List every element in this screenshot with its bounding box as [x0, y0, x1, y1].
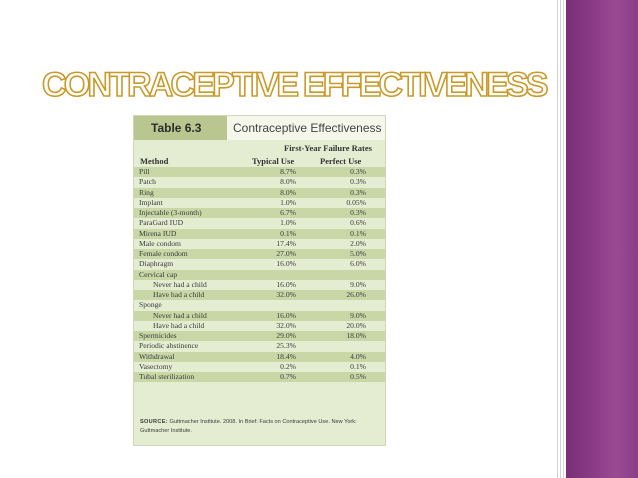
perfect-use-cell: 9.0% — [350, 310, 366, 320]
typical-use-cell: 0.7% — [280, 372, 296, 381]
typical-use-cell: 16.0% — [276, 259, 296, 269]
source-text: Guttmacher Institute. 2008. In Brief: Fa… — [140, 419, 357, 434]
contraceptive-table: Table 6.3 Contraceptive Effectiveness Fi… — [134, 116, 385, 445]
method-cell: Have had a child — [153, 320, 205, 330]
table-row: Have had a child 32.0% 26.0% — [134, 290, 385, 301]
failure-rates-header: First-Year Failure Rates — [284, 143, 372, 153]
table-row: Pill 8.7% 0.3% — [134, 167, 385, 178]
typical-use-cell: 0.2% — [280, 361, 296, 371]
table-row: ParaGard IUD 1.0% 0.6% — [134, 218, 385, 228]
slide-title-text: CONTRACEPTIVE EFFECTIVENESS — [42, 66, 552, 102]
method-cell: Withdrawal — [139, 351, 175, 361]
method-cell: Sponge — [139, 300, 162, 310]
perfect-use-cell: 0.5% — [350, 372, 366, 381]
perfect-use-cell: 0.1% — [350, 361, 366, 371]
perfect-use-cell: 9.0% — [350, 279, 366, 289]
table-row: Female condom 27.0% 5.0% — [134, 249, 385, 260]
perfect-use-cell: 5.0% — [350, 249, 366, 258]
perfect-use-cell: 20.0% — [346, 320, 366, 330]
table-row: Male condom 17.4% 2.0% — [134, 239, 385, 249]
typical-use-column-header: Typical Use — [252, 156, 295, 166]
typical-use-cell: 32.0% — [276, 320, 296, 330]
method-cell: Vasectomy — [139, 361, 173, 371]
table-row: Spermicides 29.0% 18.0% — [134, 331, 385, 342]
table-source: SOURCE: Guttmacher Institute. 2008. In B… — [140, 418, 380, 436]
perfect-use-cell: 18.0% — [346, 331, 366, 340]
method-column-header: Method — [140, 156, 169, 166]
typical-use-cell: 8.0% — [280, 187, 296, 197]
perfect-use-cell: 0.1% — [350, 228, 366, 238]
typical-use-cell: 16.0% — [276, 279, 296, 289]
decorative-stripes — [557, 0, 565, 478]
perfect-use-cell: 0.3% — [350, 208, 366, 217]
table-title: Contraceptive Effectiveness — [227, 116, 385, 140]
perfect-use-cell: 6.0% — [350, 259, 366, 269]
typical-use-cell: 25.3% — [276, 341, 296, 351]
table-number: Table 6.3 — [134, 116, 227, 140]
table-row: Cervical cap — [134, 269, 385, 280]
table-row: Periodic abstinence 25.3% — [134, 341, 385, 351]
table-row: Never had a child 16.0% 9.0% — [134, 280, 385, 290]
method-cell: Have had a child — [153, 290, 205, 299]
method-cell: Spermicides — [139, 331, 177, 340]
method-cell: Injectable (3-month) — [139, 208, 202, 217]
table-row: Implant 1.0% 0.05% — [134, 198, 385, 208]
typical-use-cell: 17.4% — [276, 238, 296, 248]
typical-use-cell: 8.0% — [280, 177, 296, 187]
method-cell: ParaGard IUD — [139, 218, 184, 228]
perfect-use-cell: 26.0% — [346, 290, 366, 299]
decorative-band — [566, 0, 638, 478]
typical-use-cell: 16.0% — [276, 310, 296, 320]
typical-use-cell: 1.0% — [280, 197, 296, 207]
method-cell: Female condom — [139, 249, 188, 258]
table-row: Patch 8.0% 0.3% — [134, 177, 385, 187]
perfect-use-cell: 0.3% — [350, 177, 366, 187]
table-row: Sponge — [134, 300, 385, 310]
typical-use-cell: 27.0% — [276, 249, 296, 258]
perfect-use-cell: 0.6% — [350, 218, 366, 228]
table-row: Have had a child 32.0% 20.0% — [134, 321, 385, 331]
perfect-use-cell: 0.3% — [350, 167, 366, 176]
typical-use-cell: 1.0% — [280, 218, 296, 228]
method-cell: Male condom — [139, 238, 181, 248]
table-row: Withdrawal 18.4% 4.0% — [134, 351, 385, 362]
method-cell: Ring — [139, 187, 154, 197]
method-cell: Cervical cap — [139, 269, 178, 279]
typical-use-cell: 0.1% — [280, 228, 296, 238]
table-row: Diaphragm 16.0% 6.0% — [134, 259, 385, 269]
perfect-use-cell: 0.3% — [350, 187, 366, 197]
table-row: Injectable (3-month) 6.7% 0.3% — [134, 208, 385, 219]
table-body: Pill 8.7% 0.3% Patch 8.0% 0.3% Ring 8.0% 0.3% Imp… — [134, 167, 385, 383]
table-row: Vasectomy 0.2% 0.1% — [134, 362, 385, 372]
table-row: Tubal sterilization 0.7% 0.5% — [134, 372, 385, 383]
method-cell: Never had a child — [153, 310, 207, 320]
typical-use-cell: 32.0% — [276, 290, 296, 299]
method-cell: Diaphragm — [139, 259, 174, 269]
table-row: Ring 8.0% 0.3% — [134, 187, 385, 198]
typical-use-cell: 29.0% — [276, 331, 296, 340]
table-header: Table 6.3 Contraceptive Effectiveness — [134, 116, 385, 140]
method-cell: Mirena IUD — [139, 228, 177, 238]
method-cell: Tubal sterilization — [139, 372, 195, 381]
method-cell: Pill — [139, 167, 150, 176]
table-row: Never had a child 16.0% 9.0% — [134, 310, 385, 321]
perfect-use-column-header: Perfect Use — [320, 156, 362, 166]
perfect-use-cell: 4.0% — [350, 351, 366, 361]
method-cell: Implant — [139, 197, 163, 207]
perfect-use-cell: 0.05% — [346, 197, 366, 207]
typical-use-cell: 18.4% — [276, 351, 296, 361]
typical-use-cell: 6.7% — [280, 208, 296, 217]
table-row: Mirena IUD 0.1% 0.1% — [134, 228, 385, 239]
source-label: SOURCE: — [140, 419, 168, 425]
perfect-use-cell: 2.0% — [350, 238, 366, 248]
method-cell: Patch — [139, 177, 156, 187]
typical-use-cell: 8.7% — [280, 167, 296, 176]
method-cell: Periodic abstinence — [139, 341, 199, 351]
slide-title: CONTRACEPTIVE EFFECTIVENESS — [40, 62, 560, 102]
method-cell: Never had a child — [153, 279, 207, 289]
